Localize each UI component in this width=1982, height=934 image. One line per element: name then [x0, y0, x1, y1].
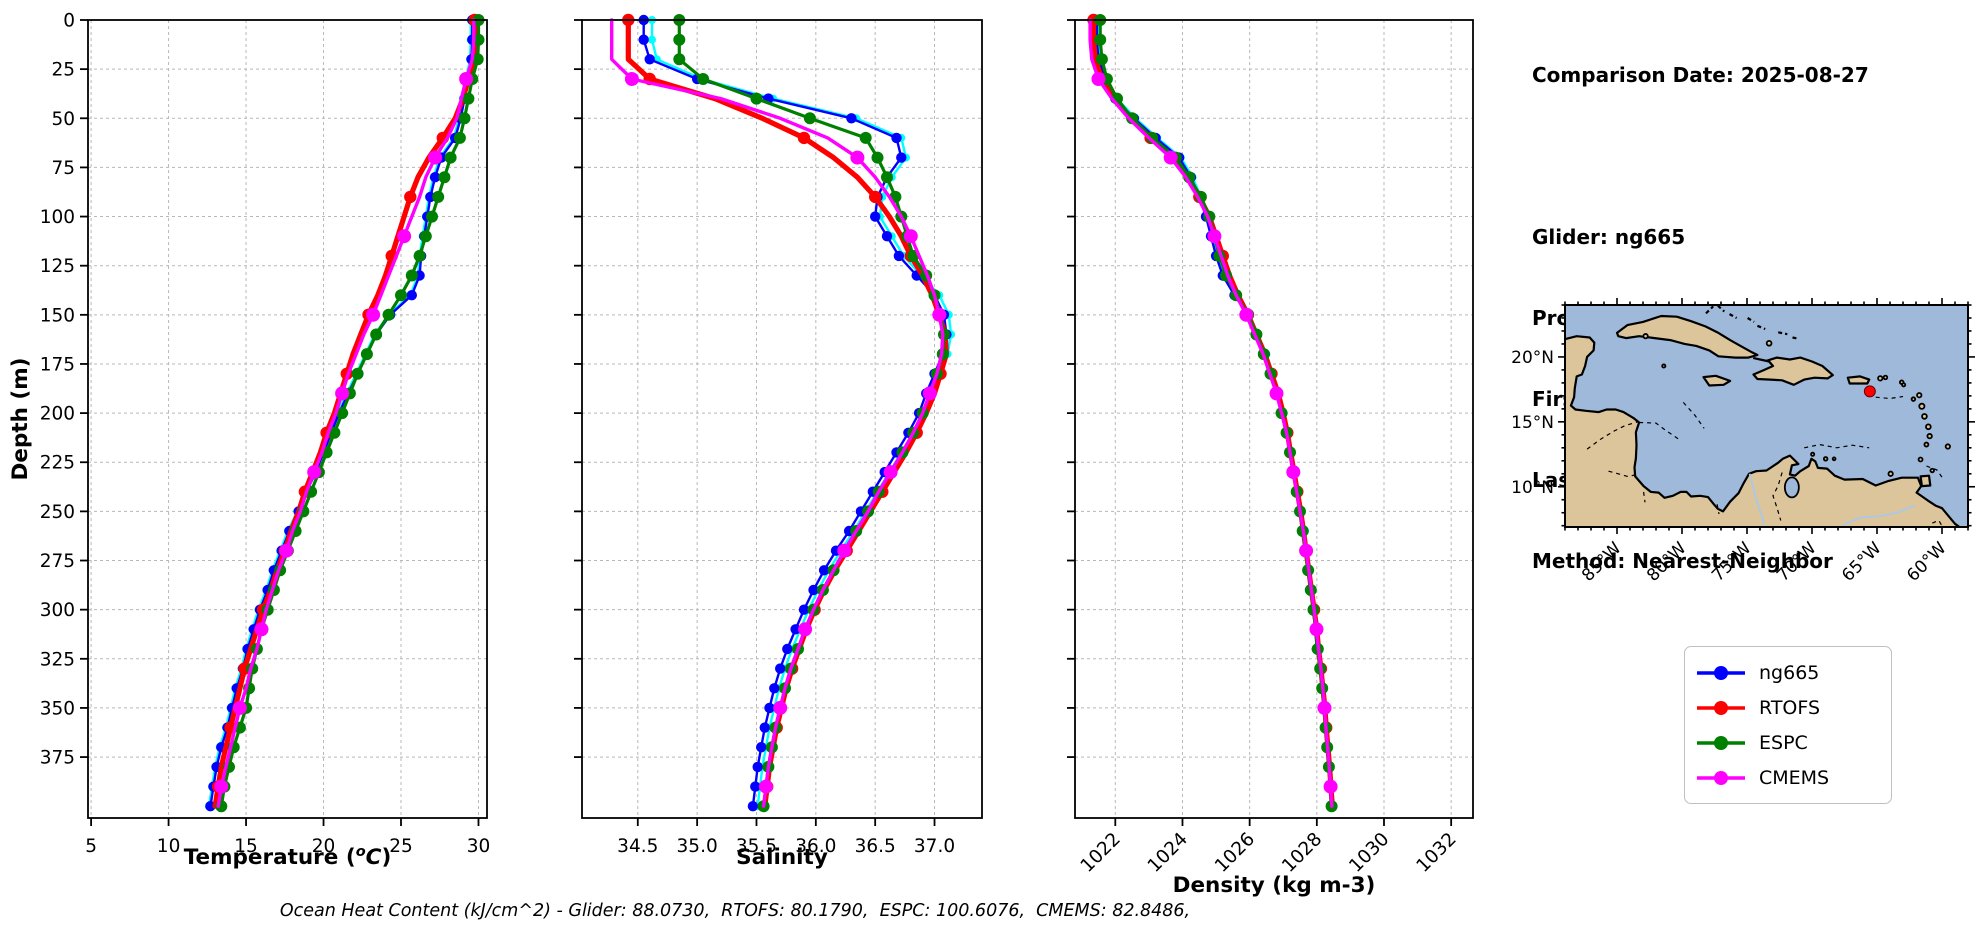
profile-plots: 5 10 15 20 25 3002550751001251501752002252502… — [8, 11, 1474, 898]
map-lon-label: 60°W — [1903, 538, 1950, 585]
series-RTOFS — [1087, 13, 1338, 809]
depth-tick-label: 300 — [40, 600, 75, 621]
x-tick-label: 36.5 — [855, 836, 896, 857]
x-tick-label: 36.0 — [795, 836, 836, 857]
caption: Ocean Heat Content (kJ/cm^2) - Glider: 8… — [279, 901, 1191, 921]
map-lon-label: 65°W — [1838, 538, 1885, 585]
depth-tick-label: 0 — [63, 11, 75, 32]
depth-tick-label: 225 — [40, 453, 75, 474]
legend-marker-CMEMS — [1697, 770, 1745, 785]
x-tick-label: 25 — [389, 836, 413, 857]
x-tick-label: 1032 — [1413, 829, 1461, 877]
depth-tick-label: 325 — [40, 649, 75, 670]
glider-text: Glider: ng665 — [1532, 225, 1686, 249]
legend: ng665 RTOFS ESPC CMEMS — [1684, 646, 1892, 804]
panel-1: 34.5 35.0 35.5 36.0 36.5 37.0 Salinity — [574, 13, 983, 870]
depth-tick-label: 100 — [40, 207, 75, 228]
depth-tick-label: 25 — [51, 60, 75, 81]
x-tick-label: 20 — [312, 836, 336, 857]
comparison-date-text: Comparison Date: 2025-08-27 — [1532, 63, 1869, 87]
x-axis-label: Temperature (oC) — [184, 844, 392, 870]
legend-label: ESPC — [1759, 731, 1808, 754]
legend-item-ng665: ng665 — [1695, 655, 1881, 690]
x-tick-label: 35.5 — [736, 836, 777, 857]
map-lat-label: 15°N — [1511, 413, 1554, 433]
legend-marker-ng665 — [1697, 665, 1745, 680]
legend-item-CMEMS: CMEMS — [1695, 760, 1881, 795]
info-gap — [1532, 143, 1869, 170]
legend-label: RTOFS — [1759, 696, 1821, 719]
panel-frame — [581, 19, 983, 819]
series-CMEMS — [1088, 18, 1338, 808]
depth-tick-label: 150 — [40, 305, 75, 326]
map-frame — [1564, 304, 1969, 528]
x-tick-label: 1028 — [1278, 829, 1326, 877]
depth-tick-label: 275 — [40, 551, 75, 572]
legend-marker-RTOFS — [1697, 700, 1745, 715]
depth-axis-label: Depth (m) — [8, 358, 33, 481]
panel-2: 1022 1024 1026 1028 1030 1032 Density (kg m-3) — [1067, 13, 1474, 898]
map-ticks — [1558, 298, 1975, 534]
depth-tick-label: 350 — [40, 698, 75, 719]
legend-marker-ESPC — [1697, 735, 1745, 750]
gridlines — [88, 19, 487, 818]
panel-frame — [1074, 19, 1474, 819]
panel-frame — [87, 19, 488, 819]
x-axis: 5 10 15 20 25 30 — [85, 818, 490, 857]
x-axis-label: Salinity — [736, 845, 828, 870]
x-tick-label: 35.0 — [677, 836, 718, 857]
legend-item-RTOFS: RTOFS — [1695, 690, 1881, 725]
map-lon-label: 85°W — [1578, 538, 1625, 585]
x-tick-label: 1030 — [1345, 829, 1393, 877]
method-text: Method: Nearest-Neighbor — [1532, 549, 1833, 573]
x-axis: 1022 1024 1026 1028 1030 1032 — [1077, 818, 1461, 877]
map-lon-label: 70°W — [1773, 538, 1820, 585]
y-axis — [1067, 19, 1075, 758]
map-inset: 20°N 15°N 10°N 85°W 80°W 75°W 70°W 65°W 60°W — [1511, 298, 1975, 586]
x-tick-label: 10 — [157, 836, 181, 857]
series-CMEMS — [214, 18, 476, 808]
x-axis: 34.5 35.0 35.5 36.0 36.5 37.0 — [617, 818, 955, 857]
x-tick-label: 1026 — [1211, 829, 1259, 877]
depth-tick-label: 200 — [40, 404, 75, 425]
legend-label: ng665 — [1759, 661, 1820, 684]
series-CMEMS — [610, 18, 947, 808]
depth-tick-label: 175 — [40, 354, 75, 375]
panel-0: 5 10 15 20 25 3002550751001251501752002252502… — [40, 11, 491, 871]
depth-tick-label: 75 — [51, 158, 75, 179]
depth-tick-label: 50 — [51, 109, 75, 130]
map-land-group — [1565, 305, 1962, 527]
glider-position-marker — [1863, 385, 1876, 398]
depth-tick-label: 375 — [40, 748, 75, 769]
x-tick-label: 37.0 — [914, 836, 955, 857]
map-lon-label: 75°W — [1708, 538, 1755, 585]
x-tick-label: 34.5 — [617, 836, 658, 857]
x-tick-label: 15 — [234, 836, 258, 857]
depth-tick-label: 125 — [40, 256, 75, 277]
legend-label: CMEMS — [1759, 766, 1830, 789]
x-tick-label: 30 — [467, 836, 491, 857]
x-tick-label: 1024 — [1144, 829, 1192, 877]
map-lat-label: 20°N — [1511, 348, 1554, 368]
gridlines — [1075, 19, 1473, 818]
legend-item-ESPC: ESPC — [1695, 725, 1881, 760]
y-axis: 0 25 50 75 100 125 150 175 200 225 250 275 300 325 350… — [40, 11, 88, 769]
x-tick-label: 5 — [85, 836, 97, 857]
map-lat-label: 10°N — [1511, 478, 1554, 498]
depth-tick-label: 250 — [40, 502, 75, 523]
y-axis — [574, 19, 582, 758]
map-lon-label: 80°W — [1643, 538, 1690, 585]
x-axis-label: Density (kg m-3) — [1173, 873, 1376, 898]
x-tick-label: 1022 — [1077, 829, 1125, 877]
